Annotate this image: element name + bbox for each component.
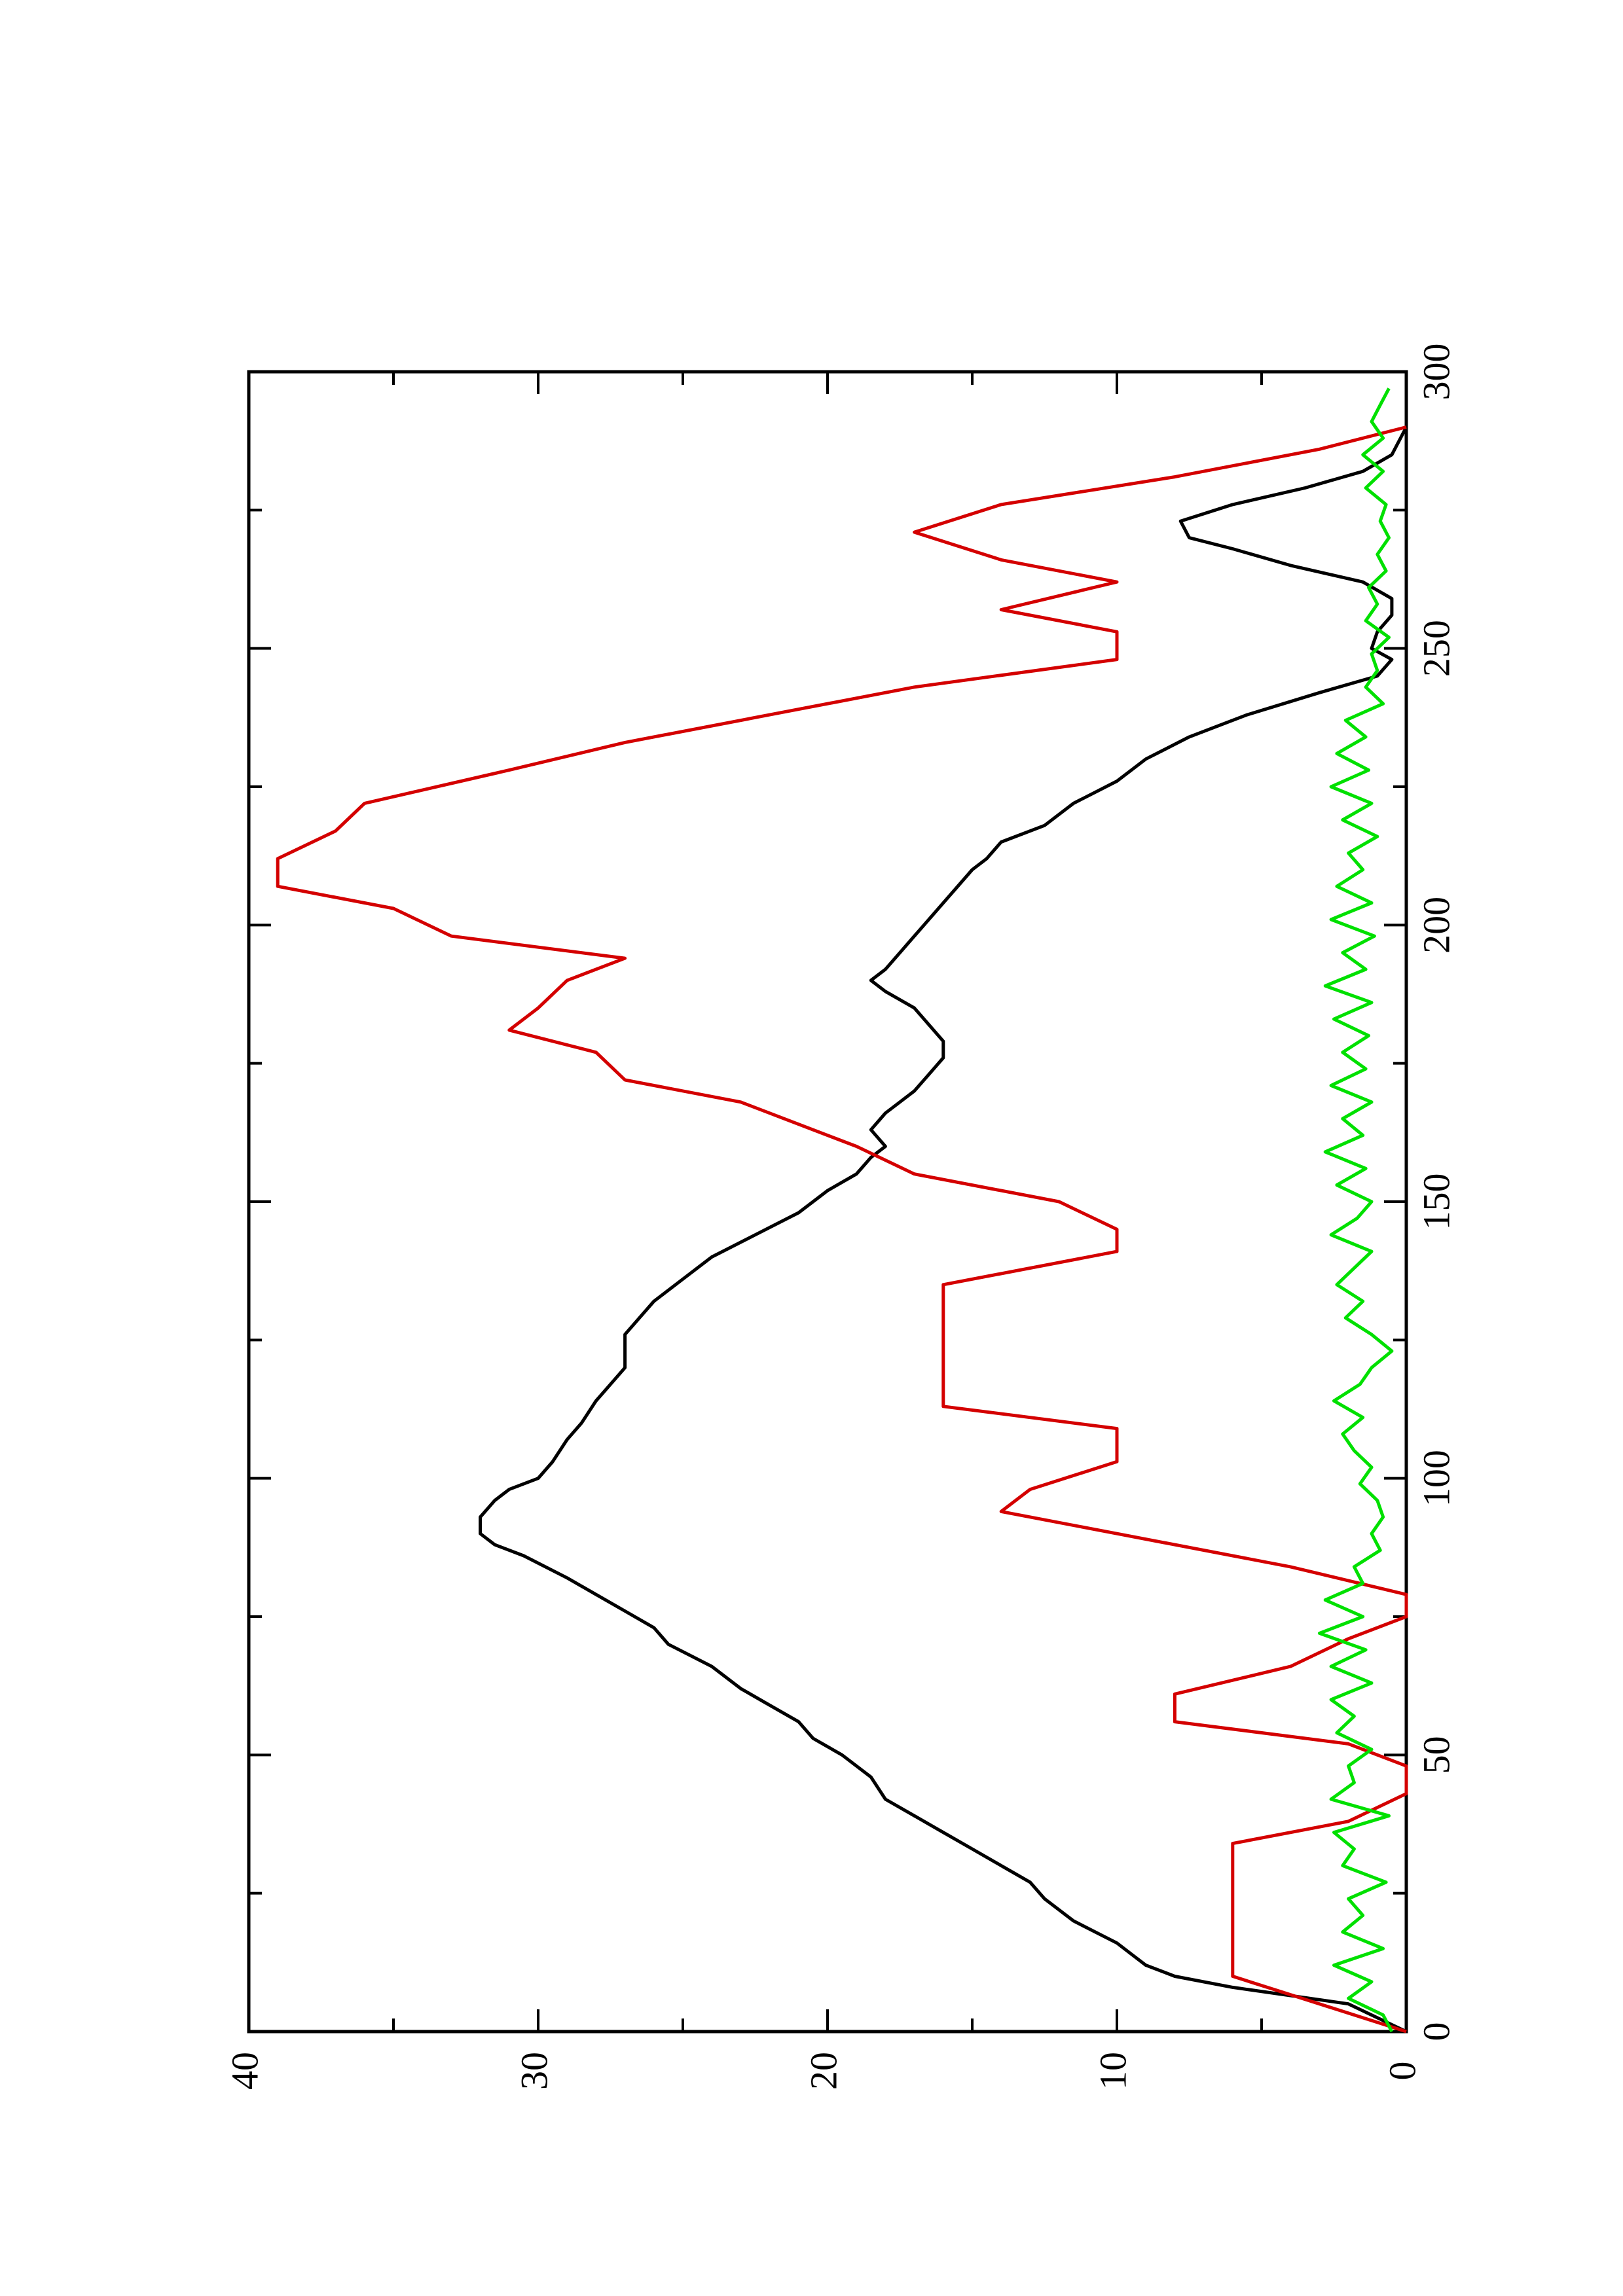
y-tick-label: 30 [513, 2052, 555, 2090]
y-tick-label: 20 [802, 2052, 845, 2090]
x-tick-label: 150 [1415, 1174, 1457, 1230]
x-tick-label: 100 [1415, 1450, 1457, 1507]
x-tick-label: 250 [1415, 620, 1457, 677]
x-tick-label: 300 [1415, 344, 1457, 401]
x-tick-label: 0 [1415, 2022, 1457, 2041]
series-lines [276, 387, 1408, 2034]
series-line-2 [276, 425, 1408, 2034]
x-tick-label: 200 [1415, 897, 1457, 954]
axis-tick-labels: 0 50 100 150 200 250 300 0 10 20 30 40 [223, 344, 1457, 2090]
x-tick-label: 50 [1415, 1736, 1457, 1774]
series-line-3 [1317, 387, 1394, 2033]
axis-ticks [247, 370, 1408, 2033]
y-tick-label: 0 [1381, 2062, 1423, 2081]
y-tick-label: 40 [223, 2052, 266, 2090]
y-tick-label: 10 [1091, 2052, 1134, 2090]
plot-frame [247, 370, 1408, 2034]
series-line-1 [479, 426, 1408, 2034]
